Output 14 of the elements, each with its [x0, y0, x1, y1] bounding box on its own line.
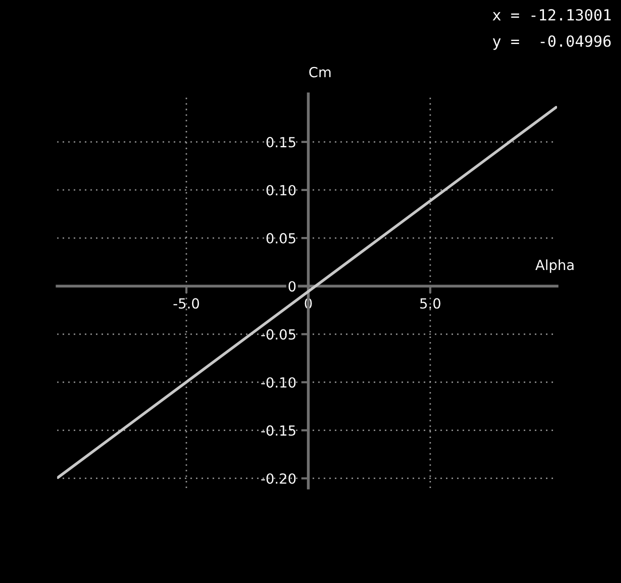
- y-tick-label: 0.15: [266, 136, 296, 148]
- y-tick-label: -0.15: [261, 425, 296, 436]
- y-tick-label: -0.05: [261, 329, 296, 340]
- text: x = -12.13001: [492, 9, 611, 21]
- text: y = -0.04996: [492, 35, 611, 50]
- y-tick-label: 0.05: [266, 233, 296, 244]
- y-tick-label: 0.10: [266, 184, 296, 196]
- x-axis-title: Alpha: [535, 259, 574, 273]
- y-tick-label: 0: [288, 281, 296, 292]
- y-tick-label: -0.20: [261, 473, 296, 484]
- y-tick-label: -0.10: [261, 377, 296, 388]
- y-axis-title: Cm: [309, 66, 331, 78]
- x-tick-label: 5.0: [420, 298, 440, 309]
- x-tick-label: -5.0: [174, 298, 200, 309]
